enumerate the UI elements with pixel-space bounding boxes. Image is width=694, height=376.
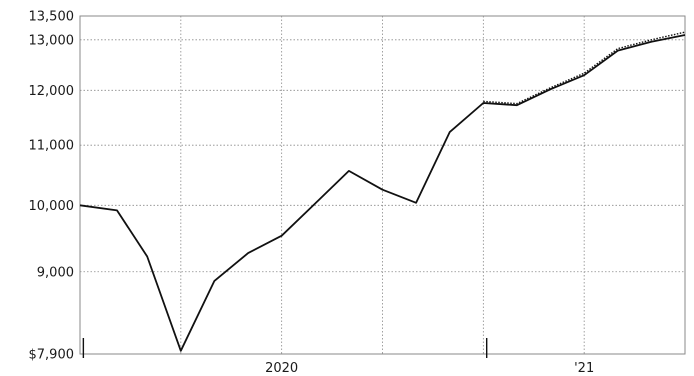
y-tick-label: 11,000: [29, 139, 75, 154]
y-tick-label: 10,000: [29, 199, 75, 214]
y-tick-label: $7,900: [29, 348, 75, 363]
series-group: [79, 31, 686, 352]
y-tick-label: 13,500: [29, 10, 75, 25]
x-axis-markers: [82, 338, 488, 358]
dotted-series-line: [483, 31, 686, 105]
y-tick-label: 9,000: [37, 265, 74, 280]
x-axis-tick-labels: 2020 '21: [265, 361, 594, 376]
x-tick-label: 2020: [265, 361, 298, 376]
y-tick-label: 12,000: [29, 84, 75, 99]
grid: [80, 16, 685, 354]
x-tick-label: '21: [574, 361, 594, 376]
y-tick-label: 13,000: [29, 33, 75, 48]
solid-series-line: [79, 34, 686, 352]
y-axis-tick-labels: $7,900 9,000 10,000 11,000 12,000 13,000 13,50…: [29, 10, 75, 363]
plot-frame: [79, 15, 686, 355]
